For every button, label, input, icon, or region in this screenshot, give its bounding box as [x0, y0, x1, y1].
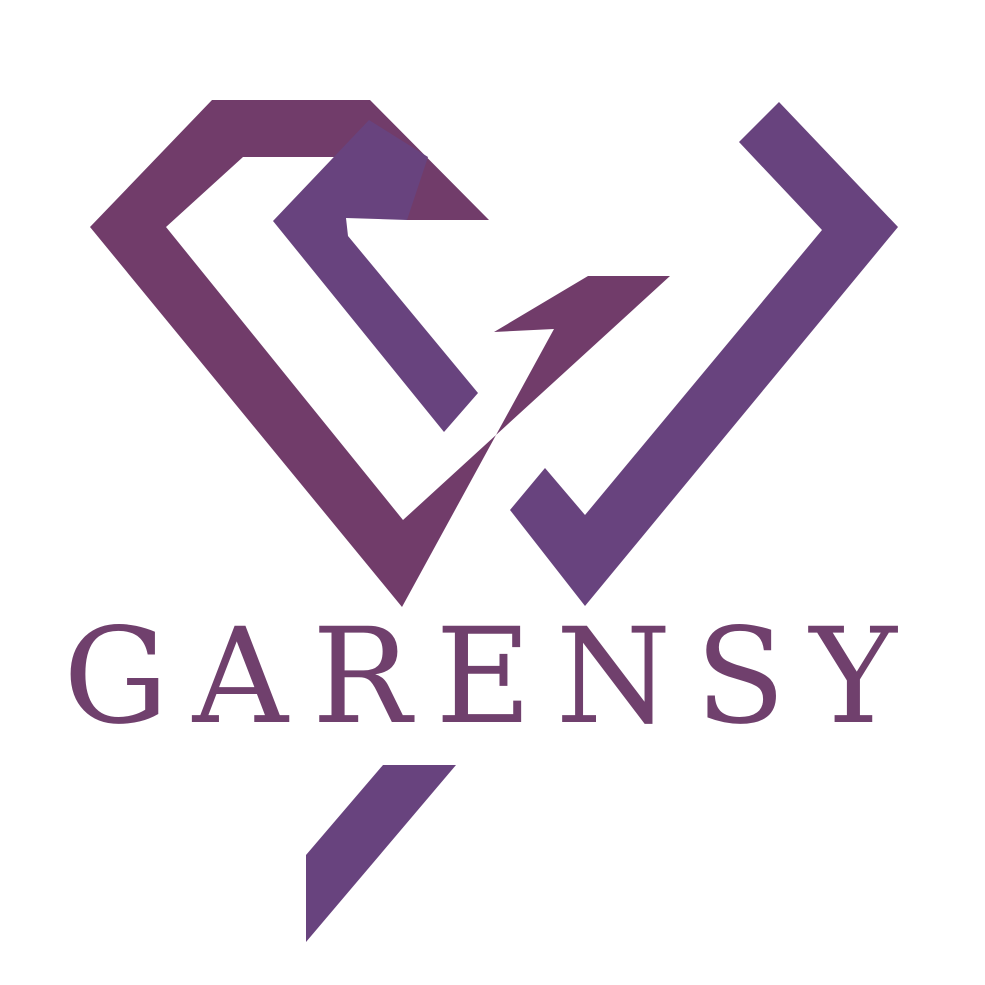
outer-diamond-stroke [90, 100, 670, 607]
brand-wordmark: GARENSY [63, 600, 921, 754]
lower-stem-stroke [306, 765, 456, 942]
right-arm-stroke [510, 102, 898, 606]
diamond-g-monogram-icon [90, 100, 898, 942]
inner-g-stroke [273, 120, 478, 432]
